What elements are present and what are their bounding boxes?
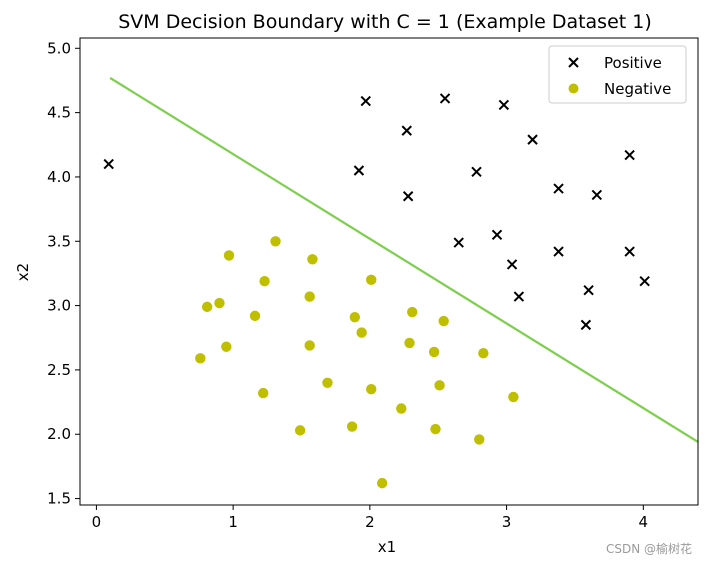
- data-point-positive: [553, 183, 564, 194]
- x-axis-label: x1: [378, 538, 396, 556]
- y-tick-label: 2.0: [47, 425, 71, 443]
- y-tick-label: 3.0: [47, 297, 71, 315]
- data-point-negative: [221, 341, 232, 352]
- data-point-positive: [506, 259, 518, 270]
- data-point-negative: [214, 297, 225, 309]
- data-point-positive: [498, 99, 510, 111]
- data-point-positive: [453, 237, 464, 248]
- y-tick-label: 5.0: [47, 39, 71, 57]
- data-point-positive: [103, 158, 114, 170]
- decision-boundary-line: [109, 76, 699, 443]
- legend-frame: [548, 45, 687, 104]
- data-point-negative: [349, 311, 361, 323]
- data-point-positive: [402, 191, 414, 202]
- y-tick-label: 1.5: [47, 490, 71, 508]
- data-point-positive: [439, 93, 451, 104]
- watermark: CSDN @榆树花: [605, 542, 692, 556]
- data-point-positive: [583, 284, 594, 296]
- data-point-negative: [478, 347, 489, 359]
- x-tick-label: 3: [502, 513, 512, 531]
- data-point-negative: [322, 377, 333, 388]
- data-point-negative: [346, 421, 358, 432]
- data-point-positive: [624, 246, 635, 257]
- data-point-negative: [258, 387, 269, 399]
- data-point-negative: [270, 236, 281, 247]
- data-point-negative: [249, 310, 261, 322]
- y-tick-label: 4.5: [47, 104, 71, 122]
- data-point-positive: [591, 189, 603, 201]
- data-point-negative: [438, 315, 449, 327]
- data-point-negative: [195, 353, 206, 364]
- data-point-positive: [580, 319, 592, 331]
- data-point-negative: [376, 477, 388, 489]
- legend-label-negative: Negative: [604, 80, 671, 98]
- data-point-positive: [360, 95, 371, 107]
- x-tick-label: 4: [639, 513, 649, 531]
- y-tick-label: 3.5: [47, 232, 71, 250]
- data-point-negative: [304, 340, 315, 351]
- data-point-negative: [407, 306, 418, 318]
- data-point-negative: [428, 346, 440, 358]
- legend-marker-positive: [568, 57, 579, 68]
- data-point-negative: [201, 301, 213, 313]
- data-point-negative: [474, 434, 485, 445]
- data-point-negative: [396, 403, 407, 414]
- data-point-negative: [307, 254, 318, 265]
- plot-area: [80, 38, 698, 505]
- data-point-positive: [513, 291, 525, 302]
- plot-layer: 0 1 2 3 4 1.5 2.0 2.5 3.0 3.5 4.0 4.5 5.0: [47, 37, 699, 531]
- data-point-negative: [366, 384, 377, 395]
- data-point-negative: [404, 337, 415, 349]
- y-tick-label: 2.5: [47, 361, 71, 379]
- data-point-positive: [471, 166, 482, 178]
- data-point-negative: [223, 250, 235, 261]
- data-point-positive: [491, 229, 503, 241]
- data-point-positive: [527, 134, 538, 145]
- x-tick-label: 2: [365, 513, 375, 531]
- data-point-negative: [304, 291, 315, 302]
- data-point-negative: [259, 275, 270, 287]
- data-point-positive: [624, 149, 635, 161]
- data-point-positive: [639, 275, 650, 287]
- data-point-negative: [434, 380, 445, 391]
- data-point-negative: [356, 327, 367, 338]
- data-point-positive: [553, 246, 564, 257]
- y-tick-label: 4.0: [47, 168, 71, 186]
- plot-frame: [79, 37, 699, 506]
- legend-marker-negative: [568, 83, 579, 94]
- chart-title: SVM Decision Boundary with C = 1 (Exampl…: [118, 11, 652, 33]
- data-point-negative: [508, 391, 519, 403]
- y-axis-label: x2: [14, 263, 32, 281]
- data-point-negative: [294, 425, 306, 436]
- legend-label-positive: Positive: [604, 54, 662, 72]
- data-point-positive: [353, 165, 365, 176]
- x-tick-label: 1: [228, 513, 238, 531]
- data-point-negative: [366, 274, 377, 286]
- legend: Positive Negative: [548, 45, 687, 104]
- data-point-positive: [401, 125, 412, 136]
- data-point-negative: [430, 423, 441, 435]
- x-tick-label: 0: [92, 513, 102, 531]
